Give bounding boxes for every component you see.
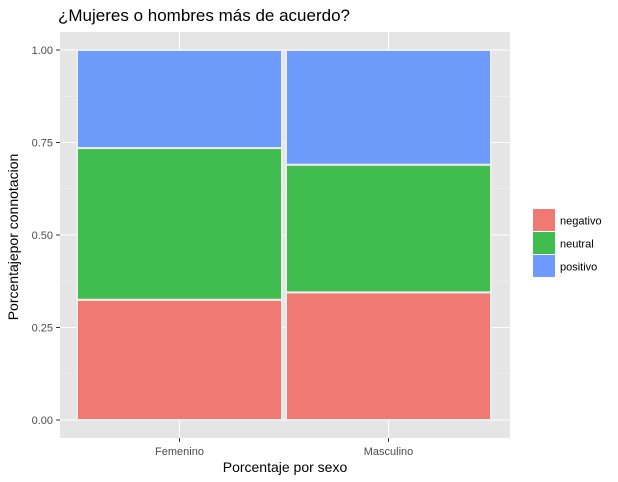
legend-key-positivo bbox=[533, 255, 555, 277]
y-axis-title: Porcentajepor connotacion bbox=[5, 154, 21, 321]
x-tick-label: Masculino bbox=[364, 446, 414, 458]
y-tick-label: 0.50 bbox=[32, 230, 53, 242]
chart-title: ¿Mujeres o hombres más de acuerdo? bbox=[58, 6, 350, 25]
bar-neutral-masculino bbox=[285, 163, 492, 294]
bar-negativo-femenino bbox=[76, 298, 283, 421]
bar-neutral-femenino bbox=[76, 147, 283, 301]
bar-positivo-masculino bbox=[285, 49, 492, 166]
legend: negativo neutral positivo bbox=[533, 209, 602, 277]
x-axis-title: Porcentaje por sexo bbox=[223, 459, 348, 475]
legend-label-neutral: neutral bbox=[560, 239, 594, 251]
y-axis-ticks: 0.00 0.25 0.50 0.75 1.00 bbox=[32, 45, 60, 427]
y-tick-label: 0.75 bbox=[32, 138, 53, 150]
y-tick-label: 0.25 bbox=[32, 323, 53, 335]
legend-key-negativo bbox=[533, 209, 555, 231]
y-tick-label: 0.00 bbox=[32, 415, 53, 427]
bar-negativo-masculino bbox=[285, 291, 492, 422]
x-tick-label: Femenino bbox=[155, 446, 204, 458]
bars bbox=[76, 49, 492, 422]
legend-key-neutral bbox=[533, 232, 555, 254]
legend-label-negativo: negativo bbox=[560, 216, 602, 228]
x-axis-ticks: Femenino Masculino bbox=[155, 438, 413, 458]
y-tick-label: 1.00 bbox=[32, 45, 53, 57]
legend-label-positivo: positivo bbox=[560, 262, 597, 274]
bar-positivo-femenino bbox=[76, 49, 283, 150]
